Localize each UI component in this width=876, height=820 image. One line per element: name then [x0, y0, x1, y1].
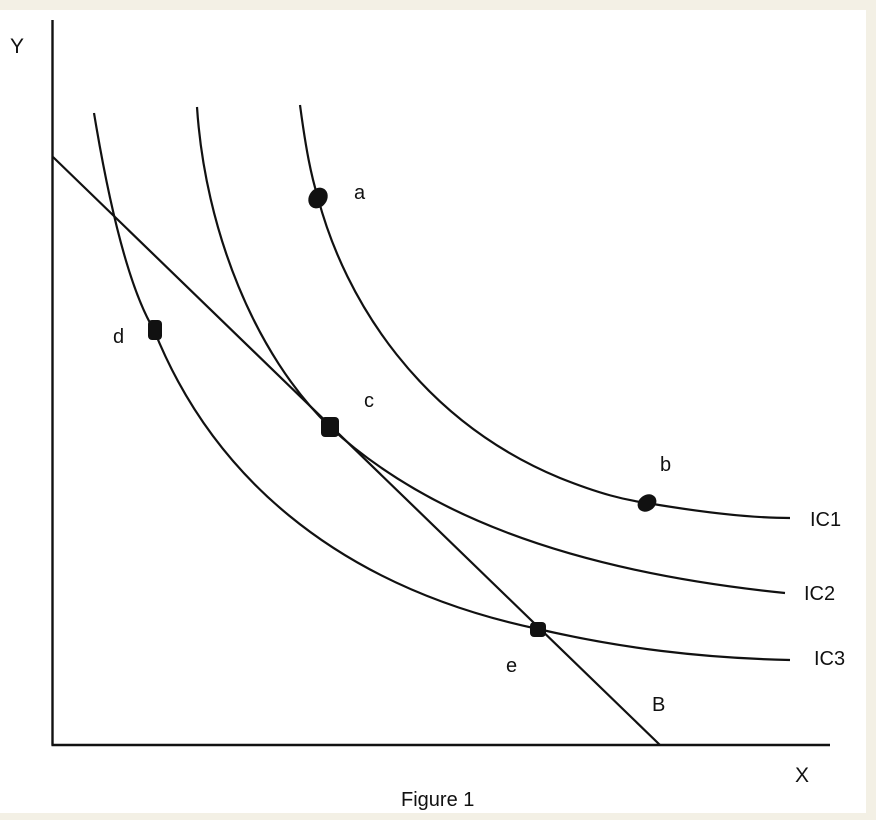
- budget-line-label: B: [652, 694, 665, 716]
- ic3-label: IC3: [814, 648, 845, 670]
- point-b-label: b: [660, 454, 671, 476]
- axes: Y X: [10, 20, 830, 787]
- y-axis-label: Y: [10, 35, 24, 58]
- indifference-curve-ic2-group: IC2: [195, 106, 835, 605]
- ic2-label: IC2: [804, 583, 835, 605]
- indifference-curve-ic3-group: IC3: [92, 112, 845, 670]
- point-e-marker: [530, 622, 546, 637]
- figure-caption: Figure 1: [401, 789, 474, 811]
- indifference-curve-ic1: [298, 104, 791, 520]
- point-c-marker: [321, 417, 339, 437]
- point-a-label: a: [354, 182, 366, 204]
- x-axis-label: X: [795, 764, 809, 787]
- point-d-marker: [148, 320, 162, 340]
- ic1-label: IC1: [810, 509, 841, 531]
- indifference-curve-ic3: [92, 112, 791, 662]
- budget-line-group: B: [52, 156, 665, 746]
- points: a b c d e: [113, 182, 671, 677]
- indifference-curve-ic2: [195, 106, 786, 595]
- point-a-marker: [308, 187, 328, 209]
- point-b-marker: [637, 494, 657, 512]
- point-e-label: e: [506, 655, 517, 677]
- point-d-label: d: [113, 326, 124, 348]
- budget-line: [52, 156, 661, 746]
- figure-panel: [0, 10, 866, 813]
- point-c-label: c: [364, 390, 374, 412]
